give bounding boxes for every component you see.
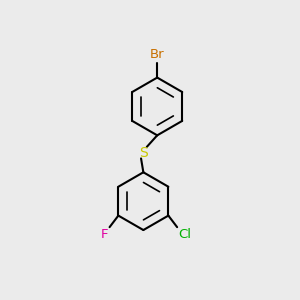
Text: F: F xyxy=(101,228,109,241)
Text: S: S xyxy=(139,146,148,160)
Text: Br: Br xyxy=(150,48,164,62)
Text: Cl: Cl xyxy=(178,228,191,241)
